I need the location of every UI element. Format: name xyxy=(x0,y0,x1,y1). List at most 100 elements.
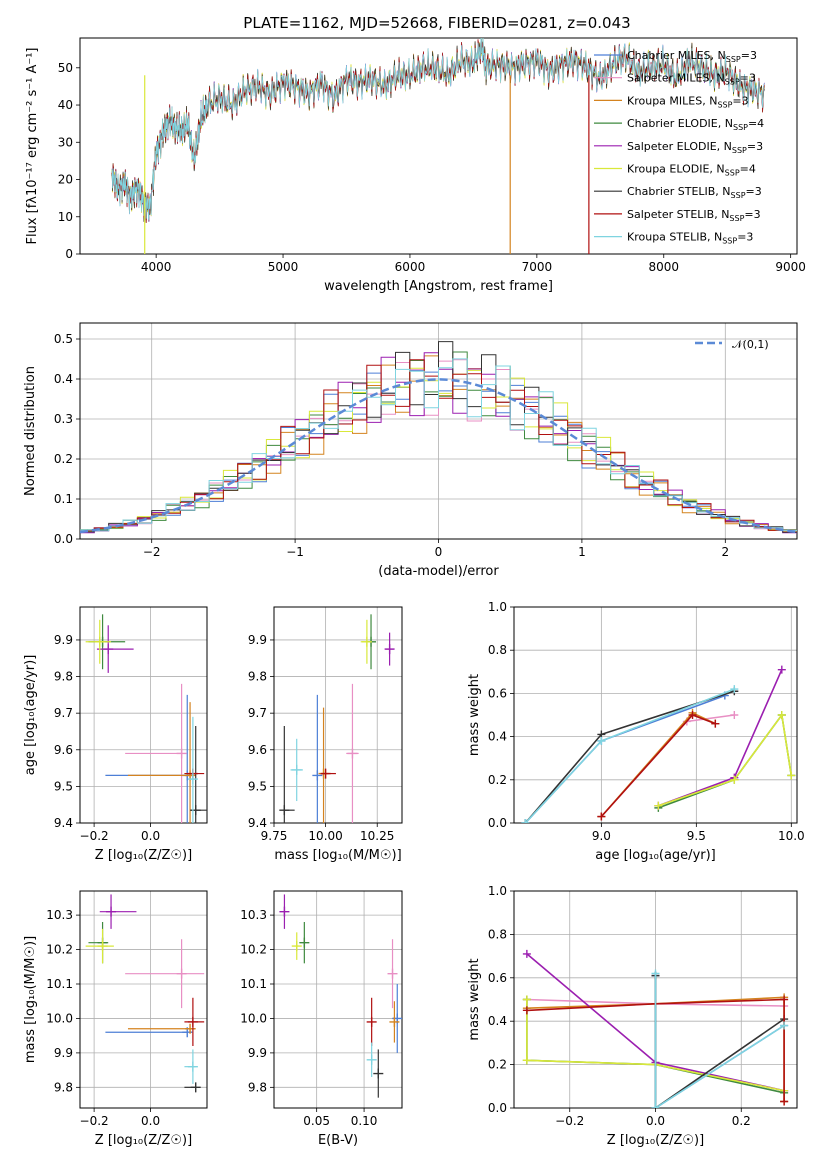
spectrum-lines xyxy=(111,38,765,254)
mass_vs_ebv-frame xyxy=(273,890,403,1109)
weight_vs_Z-xtick-label: 0.0 xyxy=(646,1114,665,1128)
spectrum-axes: 4000 5000 6000 7000 8000 9000 0 10 20 30 40 50 wavel… xyxy=(25,37,806,294)
spectrum-xlabel: wavelength [Angstrom, rest frame] xyxy=(324,279,553,294)
weight_vs_Z-xtick-label: 0.2 xyxy=(732,1114,751,1128)
age_vs_mass-ytick-label: 9.4 xyxy=(248,816,267,830)
age_vs_Z-ytick-label: 9.8 xyxy=(54,670,73,684)
residuals-xtick-label: −2 xyxy=(143,545,161,559)
mass_vs_ebv-ytick-label: 10.1 xyxy=(240,977,267,991)
weight_vs_Z-ytick-label: 0.8 xyxy=(488,927,507,941)
weight_vs_Z-xlabel: Z [log₁₀(Z/Z☉)] xyxy=(607,1133,704,1148)
mass_vs_ebv-xtick-label: 0.10 xyxy=(351,1114,378,1128)
mass_vs_Z-ytick-label: 10.3 xyxy=(46,908,73,922)
spectrum-xtick-label: 5000 xyxy=(268,260,299,274)
age_vs_mass-ytick-label: 9.5 xyxy=(248,779,267,793)
age_vs_Z-frame xyxy=(79,606,208,824)
legend-entry: Kroupa STELIB, NSSP=3 xyxy=(627,231,753,246)
data-point xyxy=(279,906,290,917)
age_vs_mass-frame xyxy=(273,606,403,824)
series-point xyxy=(688,711,697,719)
legend-entry: Kroupa MILES, NSSP=3 xyxy=(627,94,749,109)
residuals-ytick-label: 0.2 xyxy=(54,452,73,466)
legend-entry: Chabrier MILES, NSSP=3 xyxy=(627,49,757,64)
weight_vs_Z-ytick-label: 0.4 xyxy=(488,1014,507,1028)
age_vs_mass-points xyxy=(279,614,395,823)
data-point xyxy=(187,1061,198,1072)
spectrum-xtick-label: 7000 xyxy=(522,260,553,274)
weight_vs_Z-ytick-label: 0.2 xyxy=(488,1058,507,1072)
age_vs_Z-xtick-label: 0.0 xyxy=(141,829,160,843)
weight_vs_age-axes: 9.0 9.5 10.0 0.0 0.2 0.4 0.6 0.8 1.0 age [log₁₀(a… xyxy=(467,600,805,863)
spectrum-xtick-label: 8000 xyxy=(648,260,679,274)
residual-histograms xyxy=(80,341,797,534)
age_vs_Z-xlabel: Z [log₁₀(Z/Z☉)] xyxy=(95,848,192,863)
series-line xyxy=(524,690,735,823)
data-point xyxy=(361,636,372,647)
series-point xyxy=(522,995,531,1004)
series-line xyxy=(600,714,735,818)
legend-entry: Salpeter MILES, NSSP=3 xyxy=(627,72,756,87)
data-point xyxy=(190,805,201,816)
mass_vs_Z-ytick-label: 10.1 xyxy=(46,977,73,991)
data-point xyxy=(366,1016,377,1027)
mass_vs_ebv-xlabel: E(B-V) xyxy=(318,1133,358,1148)
weight_vs_Z-ylabel: mass weight xyxy=(467,958,482,1040)
legend-entry: Chabrier ELODIE, NSSP=4 xyxy=(627,117,764,132)
age_vs_Z-xtick-label: −0.2 xyxy=(80,829,109,843)
spectrum-ytick-label: 20 xyxy=(58,173,73,187)
residuals-ytick-label: 0.5 xyxy=(54,332,73,346)
age_vs_Z-ytick-label: 9.6 xyxy=(54,743,73,757)
mass_vs_Z-xlabel: Z [log₁₀(Z/Z☉)] xyxy=(95,1133,192,1148)
spectrum-ytick-label: 50 xyxy=(58,61,73,75)
series-line xyxy=(526,999,785,1092)
series-point xyxy=(654,801,663,810)
age_vs_mass-ytick-label: 9.8 xyxy=(248,670,267,684)
data-point xyxy=(176,748,187,759)
spectrum-ytick-label: 30 xyxy=(58,135,73,149)
data-point xyxy=(106,906,117,917)
series-point xyxy=(521,819,530,823)
spectrum-ytick-label: 10 xyxy=(58,210,73,224)
age_vs_mass-xtick-label: 10.00 xyxy=(308,829,342,843)
data-point xyxy=(187,774,198,785)
spectrum-legend: Chabrier MILES, NSSP=3 Salpeter MILES, NS… xyxy=(594,49,764,246)
residuals-ytick-label: 0.3 xyxy=(54,412,73,426)
age_vs_Z-ylabel: age [log₁₀(age/yr)] xyxy=(23,655,38,776)
weight_vs_age-ytick-label: 0.6 xyxy=(488,686,507,700)
series-point xyxy=(522,949,531,958)
series-point xyxy=(777,711,786,719)
data-point xyxy=(366,1054,377,1065)
weight_vs_Z-ytick-label: 0.6 xyxy=(488,971,507,985)
mass_vs_ebv-ytick-label: 10.0 xyxy=(240,1011,267,1025)
series-point xyxy=(651,1104,660,1108)
weight_vs_age-ytick-label: 0.0 xyxy=(488,816,507,830)
plot-layer: 4000 5000 6000 7000 8000 900001020304050wavel… xyxy=(23,37,806,1148)
data-point xyxy=(291,941,302,952)
data-point xyxy=(103,644,114,655)
age_vs_Z-ytick-label: 9.5 xyxy=(54,779,73,793)
spectrum-frame xyxy=(79,37,798,255)
spectrum-xtick-label: 6000 xyxy=(395,260,426,274)
weight_vs_age-series xyxy=(521,665,796,823)
data-point xyxy=(389,1016,400,1027)
residuals-axes: −2 −1 0 1 2 0.0 0.1 0.2 0.3 0.4 0.5 (data-model)/er… xyxy=(23,322,798,579)
series-point xyxy=(780,995,789,1004)
series-line xyxy=(658,712,793,807)
age_vs_Z-points xyxy=(85,614,207,823)
weight_vs_age-frame xyxy=(513,606,798,824)
mass_vs_ebv-xtick-label: 0.05 xyxy=(303,1114,330,1128)
data-point xyxy=(279,805,290,816)
residuals-xtick-label: 1 xyxy=(578,545,586,559)
mass_vs_ebv-ytick-label: 10.2 xyxy=(240,943,267,957)
series-point xyxy=(730,685,739,694)
series-line xyxy=(600,714,716,818)
spectrum-xtick-label: 4000 xyxy=(141,260,172,274)
data-point xyxy=(387,968,398,979)
data-point xyxy=(190,1082,201,1093)
data-point xyxy=(312,770,323,781)
weight_vs_age-xtick-label: 10.0 xyxy=(778,829,805,843)
spectrum-ytick-label: 40 xyxy=(58,98,73,112)
series-line xyxy=(526,998,785,1102)
mass_vs_ebv-ytick-label: 9.8 xyxy=(248,1080,267,1094)
